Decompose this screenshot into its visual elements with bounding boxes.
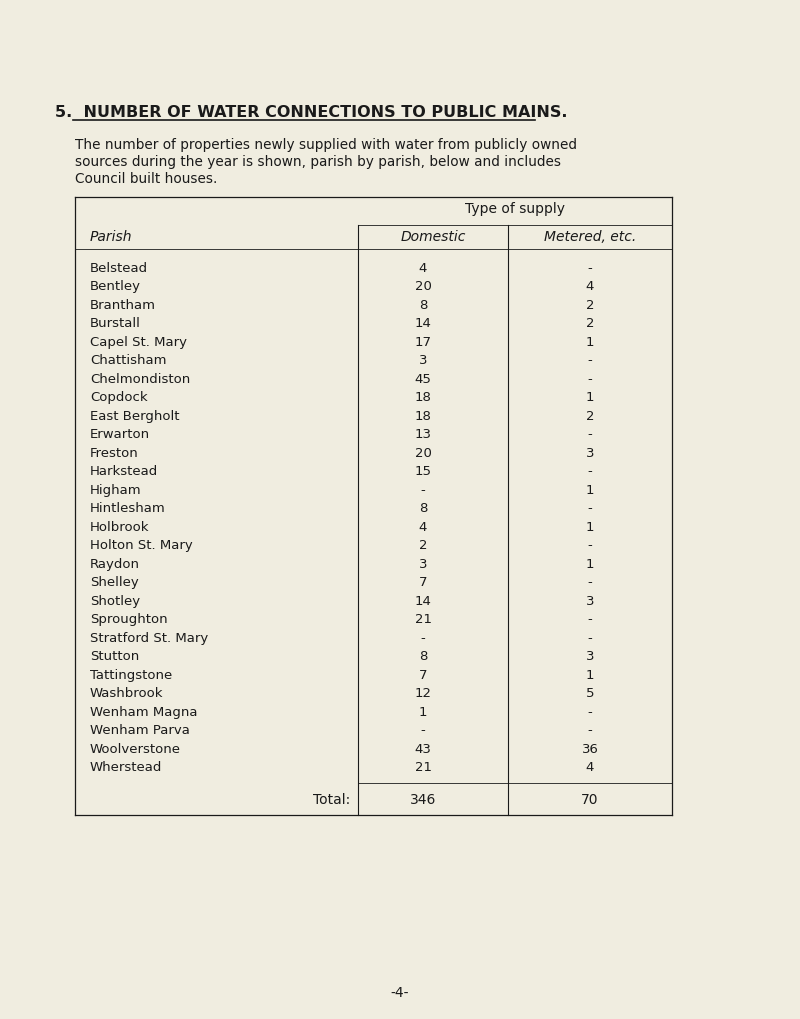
Text: 36: 36: [582, 742, 598, 755]
Text: 346: 346: [410, 792, 436, 806]
Text: Shelley: Shelley: [90, 576, 138, 589]
Text: -: -: [588, 262, 592, 274]
Text: Wherstead: Wherstead: [90, 760, 162, 773]
Text: sources during the year is shown, parish by parish, below and includes: sources during the year is shown, parish…: [75, 155, 561, 169]
Text: -: -: [588, 501, 592, 515]
Text: -: -: [588, 354, 592, 367]
Text: 1: 1: [586, 668, 594, 681]
Text: Raydon: Raydon: [90, 557, 140, 571]
Text: 7: 7: [418, 668, 427, 681]
Text: 20: 20: [414, 446, 431, 460]
Text: 3: 3: [418, 354, 427, 367]
Text: -: -: [588, 576, 592, 589]
Text: 12: 12: [414, 687, 431, 700]
Text: Chelmondiston: Chelmondiston: [90, 373, 190, 385]
Text: 70: 70: [582, 792, 598, 806]
Text: Belstead: Belstead: [90, 262, 148, 274]
Text: 2: 2: [586, 410, 594, 423]
Text: Domestic: Domestic: [400, 229, 466, 244]
Text: 3: 3: [586, 650, 594, 662]
Text: 2: 2: [586, 317, 594, 330]
Text: 4: 4: [419, 521, 427, 533]
Text: 7: 7: [418, 576, 427, 589]
Text: 4: 4: [586, 280, 594, 293]
Text: Higham: Higham: [90, 483, 142, 496]
Text: Wenham Parva: Wenham Parva: [90, 723, 190, 737]
Text: Erwarton: Erwarton: [90, 428, 150, 441]
Text: -: -: [588, 705, 592, 718]
Text: 14: 14: [414, 594, 431, 607]
Text: Council built houses.: Council built houses.: [75, 172, 218, 185]
Text: 1: 1: [586, 335, 594, 348]
Text: Washbrook: Washbrook: [90, 687, 163, 700]
Text: 2: 2: [586, 299, 594, 312]
Text: 3: 3: [586, 446, 594, 460]
Text: -: -: [588, 631, 592, 644]
Text: Harkstead: Harkstead: [90, 465, 158, 478]
Text: 2: 2: [418, 539, 427, 551]
Text: 18: 18: [414, 410, 431, 423]
Text: Woolverstone: Woolverstone: [90, 742, 181, 755]
Text: Hintlesham: Hintlesham: [90, 501, 166, 515]
Text: -: -: [421, 631, 426, 644]
Text: Wenham Magna: Wenham Magna: [90, 705, 198, 718]
Text: 8: 8: [419, 650, 427, 662]
Text: 1: 1: [418, 705, 427, 718]
Text: -: -: [588, 373, 592, 385]
Text: Brantham: Brantham: [90, 299, 156, 312]
Text: -: -: [588, 428, 592, 441]
Text: 4: 4: [586, 760, 594, 773]
Text: Sproughton: Sproughton: [90, 612, 168, 626]
Text: Parish: Parish: [90, 229, 133, 244]
Text: 13: 13: [414, 428, 431, 441]
Text: Bentley: Bentley: [90, 280, 141, 293]
Text: -: -: [588, 612, 592, 626]
Text: 5.  NUMBER OF WATER CONNECTIONS TO PUBLIC MAINS.: 5. NUMBER OF WATER CONNECTIONS TO PUBLIC…: [55, 105, 567, 120]
Text: 8: 8: [419, 299, 427, 312]
Text: 20: 20: [414, 280, 431, 293]
Text: -: -: [421, 483, 426, 496]
Text: Burstall: Burstall: [90, 317, 141, 330]
Text: Capel St. Mary: Capel St. Mary: [90, 335, 187, 348]
Text: -: -: [421, 723, 426, 737]
Text: 14: 14: [414, 317, 431, 330]
Text: -: -: [588, 539, 592, 551]
Text: 1: 1: [586, 557, 594, 571]
Text: -: -: [588, 465, 592, 478]
Text: 1: 1: [586, 483, 594, 496]
Text: -4-: -4-: [390, 985, 410, 999]
Text: 5: 5: [586, 687, 594, 700]
Text: Freston: Freston: [90, 446, 138, 460]
Text: Stutton: Stutton: [90, 650, 139, 662]
Text: Type of supply: Type of supply: [465, 202, 565, 216]
Text: East Bergholt: East Bergholt: [90, 410, 179, 423]
Text: 3: 3: [418, 557, 427, 571]
Text: -: -: [588, 723, 592, 737]
Text: 15: 15: [414, 465, 431, 478]
Text: 1: 1: [586, 521, 594, 533]
Text: 43: 43: [414, 742, 431, 755]
Text: 45: 45: [414, 373, 431, 385]
Text: Stratford St. Mary: Stratford St. Mary: [90, 631, 208, 644]
Text: 21: 21: [414, 612, 431, 626]
Text: Copdock: Copdock: [90, 391, 148, 404]
Text: Shotley: Shotley: [90, 594, 140, 607]
Text: The number of properties newly supplied with water from publicly owned: The number of properties newly supplied …: [75, 138, 577, 152]
Text: Holton St. Mary: Holton St. Mary: [90, 539, 193, 551]
Text: Metered, etc.: Metered, etc.: [544, 229, 636, 244]
Text: Chattisham: Chattisham: [90, 354, 166, 367]
Text: Total:: Total:: [313, 792, 350, 806]
Text: 21: 21: [414, 760, 431, 773]
Text: 4: 4: [419, 262, 427, 274]
Text: 1: 1: [586, 391, 594, 404]
Text: 18: 18: [414, 391, 431, 404]
Text: 17: 17: [414, 335, 431, 348]
Text: 3: 3: [586, 594, 594, 607]
Text: Holbrook: Holbrook: [90, 521, 150, 533]
Text: Tattingstone: Tattingstone: [90, 668, 172, 681]
Text: 8: 8: [419, 501, 427, 515]
